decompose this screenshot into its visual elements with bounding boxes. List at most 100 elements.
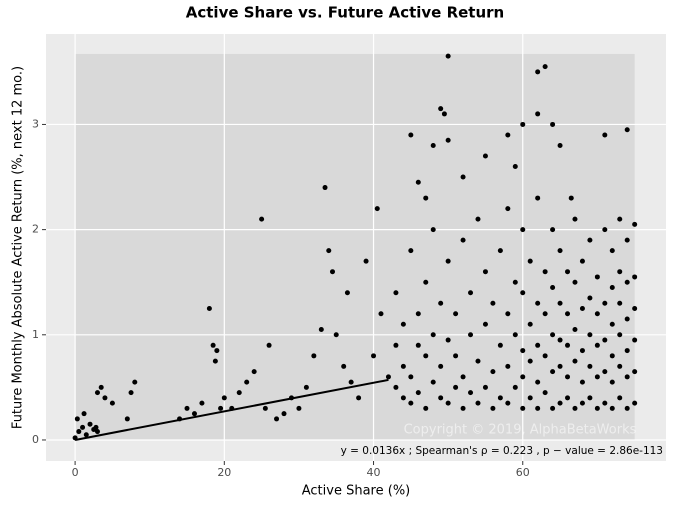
- point: [527, 258, 533, 264]
- point: [322, 185, 328, 191]
- point: [83, 432, 89, 438]
- point: [460, 374, 466, 380]
- point: [415, 311, 421, 317]
- point: [329, 269, 335, 275]
- point: [482, 321, 488, 327]
- point: [602, 400, 608, 406]
- point: [512, 384, 518, 390]
- point: [128, 390, 134, 396]
- point: [102, 395, 108, 401]
- point: [497, 395, 503, 401]
- point: [98, 384, 104, 390]
- point: [579, 258, 585, 264]
- point: [266, 342, 272, 348]
- point: [572, 216, 578, 222]
- point: [445, 137, 451, 143]
- point: [520, 227, 526, 233]
- point: [587, 395, 593, 401]
- point: [244, 379, 250, 385]
- point: [542, 64, 548, 70]
- point: [557, 248, 563, 254]
- point: [385, 374, 391, 380]
- point: [594, 374, 600, 380]
- point: [579, 400, 585, 406]
- point: [441, 111, 447, 117]
- point: [550, 121, 556, 127]
- point: [542, 353, 548, 359]
- point: [617, 216, 623, 222]
- point: [557, 337, 563, 343]
- x-tick-label: 40: [367, 466, 381, 479]
- y-tick-label: 1: [32, 328, 39, 341]
- point: [542, 311, 548, 317]
- point: [363, 258, 369, 264]
- point: [74, 416, 80, 422]
- point: [378, 311, 384, 317]
- x-tick-label: 60: [516, 466, 530, 479]
- point: [423, 405, 429, 411]
- point: [624, 348, 630, 354]
- point: [438, 300, 444, 306]
- point: [475, 400, 481, 406]
- point: [445, 337, 451, 343]
- point: [423, 195, 429, 201]
- point: [210, 342, 216, 348]
- point: [423, 279, 429, 285]
- point: [609, 248, 615, 254]
- point: [602, 369, 608, 375]
- point: [632, 274, 638, 280]
- point: [624, 405, 630, 411]
- point: [609, 284, 615, 290]
- point: [520, 121, 526, 127]
- point: [326, 248, 332, 254]
- y-tick-label: 2: [32, 223, 39, 236]
- point: [374, 206, 380, 212]
- point: [557, 363, 563, 369]
- point: [430, 227, 436, 233]
- point: [199, 400, 205, 406]
- point: [468, 332, 474, 338]
- point: [512, 332, 518, 338]
- point: [550, 227, 556, 233]
- point: [430, 142, 436, 148]
- point: [512, 164, 518, 170]
- y-tick-label: 3: [32, 117, 39, 130]
- point: [632, 400, 638, 406]
- point: [565, 269, 571, 275]
- point: [218, 405, 224, 411]
- point: [550, 405, 556, 411]
- point: [408, 248, 414, 254]
- point: [565, 395, 571, 401]
- point: [624, 279, 630, 285]
- point: [453, 353, 459, 359]
- point: [415, 179, 421, 185]
- point: [191, 411, 197, 417]
- point: [527, 358, 533, 364]
- point: [80, 424, 86, 430]
- point: [408, 374, 414, 380]
- y-tick-label: 0: [32, 433, 39, 446]
- point: [430, 379, 436, 385]
- point: [579, 379, 585, 385]
- point: [296, 405, 302, 411]
- point: [400, 321, 406, 327]
- point: [303, 384, 309, 390]
- point: [572, 358, 578, 364]
- point: [527, 395, 533, 401]
- x-axis-title: Active Share (%): [302, 484, 411, 499]
- point: [453, 311, 459, 317]
- point: [468, 390, 474, 396]
- point: [490, 405, 496, 411]
- point: [632, 221, 638, 227]
- point: [565, 342, 571, 348]
- point: [212, 358, 218, 364]
- point: [587, 295, 593, 301]
- annotation: y = 0.0136x ; Spearman's ρ = 0.223 , p −…: [341, 445, 663, 457]
- chart-title: Active Share vs. Future Active Return: [186, 4, 504, 22]
- x-tick-label: 20: [217, 466, 231, 479]
- point: [505, 400, 511, 406]
- point: [393, 384, 399, 390]
- point: [594, 311, 600, 317]
- point: [568, 195, 574, 201]
- point: [482, 384, 488, 390]
